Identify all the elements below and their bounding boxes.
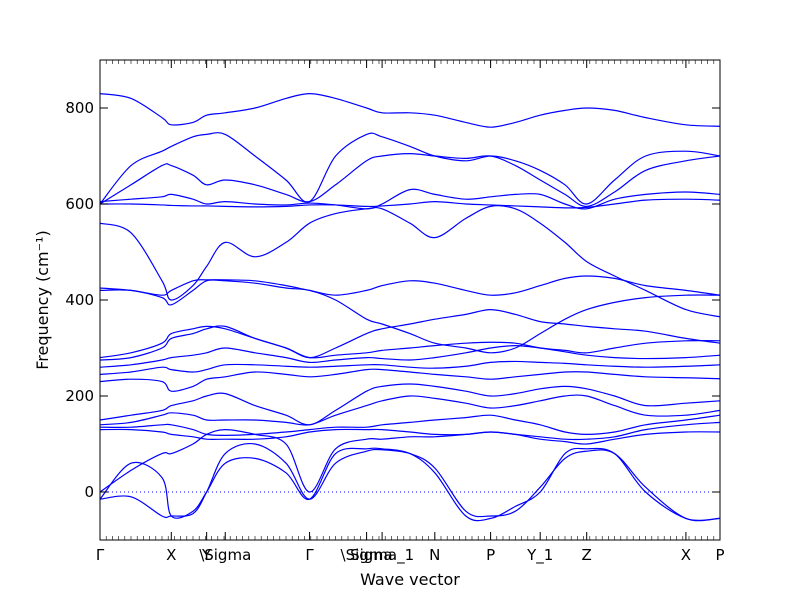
band-line-18: [99, 152, 721, 208]
minor-ticks: [99, 60, 721, 540]
plot-area: [100, 60, 720, 540]
band-line-14: [99, 275, 721, 296]
x-tick-label: Sigma_1: [350, 546, 414, 565]
y-tick-label: 0: [84, 483, 94, 501]
y-axis-ticks: 0 200 400 600 800: [65, 99, 720, 501]
band-line-11: [99, 325, 721, 361]
band-line-9: [99, 360, 721, 375]
y-tick-label: 600: [65, 195, 94, 213]
x-tick-label: Γ: [96, 546, 105, 564]
y-tick-label: 200: [65, 387, 94, 405]
band-line-7: [99, 383, 721, 426]
band-line-2: [99, 443, 721, 522]
x-tick-label: N: [429, 546, 440, 564]
band-line-20: [99, 92, 721, 128]
x-tick-label: \Sigma: [341, 546, 393, 564]
band-line-5: [99, 414, 721, 436]
band-line-12: [99, 308, 721, 359]
x-tick-label: P: [715, 546, 724, 564]
x-tick-label: Y_1: [526, 546, 553, 565]
band-line-1: [99, 447, 721, 522]
band-series: [99, 92, 721, 522]
band-line-4: [99, 428, 721, 445]
band-line-3: [99, 421, 721, 493]
band-line-10: [99, 344, 721, 368]
x-tick-label: Y: [201, 546, 212, 564]
band-line-19: [99, 132, 721, 205]
band-line-6: [99, 394, 721, 426]
band-line-8: [99, 368, 721, 392]
x-tick-label: X: [166, 546, 176, 564]
y-tick-label: 400: [65, 291, 94, 309]
band-line-13: [99, 279, 721, 354]
band-line-16: [99, 198, 721, 209]
y-tick-label: 800: [65, 99, 94, 117]
x-axis-label: Wave vector: [360, 570, 460, 589]
x-tick-label: X: [681, 546, 691, 564]
band-line-15: [99, 205, 721, 318]
x-tick-label: Γ: [305, 546, 314, 564]
y-axis-label: Frequency (cm⁻¹): [33, 230, 52, 369]
x-tick-label: \Sigma: [199, 546, 251, 564]
x-tick-label: Z: [582, 546, 592, 564]
x-tick-label: P: [486, 546, 495, 564]
band-line-17: [99, 188, 721, 210]
